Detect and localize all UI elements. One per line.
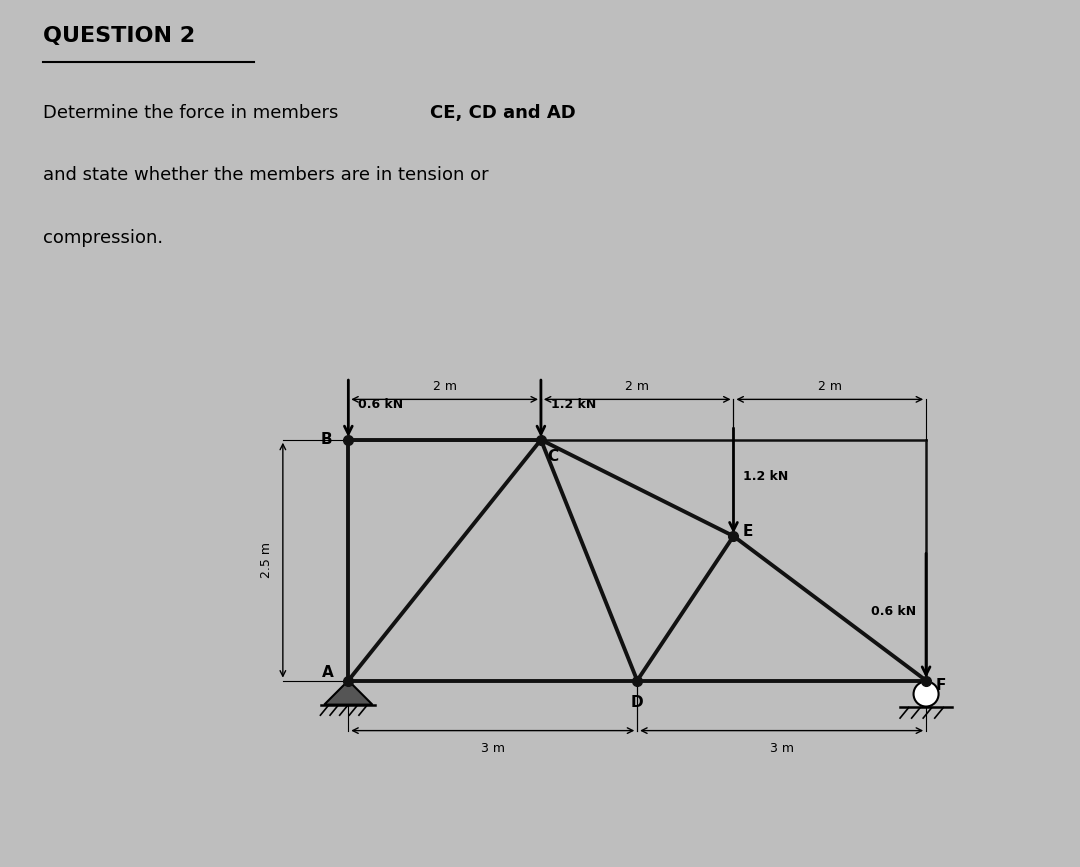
Text: 3 m: 3 m: [770, 742, 794, 755]
Text: 2 m: 2 m: [818, 380, 841, 393]
Text: 0.6 kN: 0.6 kN: [872, 605, 917, 618]
Text: 3 m: 3 m: [481, 742, 504, 755]
Text: C: C: [546, 449, 558, 464]
Text: Determine the force in members: Determine the force in members: [43, 104, 345, 122]
Text: B: B: [321, 433, 332, 447]
Text: CE, CD and AD: CE, CD and AD: [430, 104, 576, 122]
Text: and state whether the members are in tension or: and state whether the members are in ten…: [43, 166, 489, 185]
Text: D: D: [631, 695, 644, 710]
Text: 2 m: 2 m: [433, 380, 457, 393]
Text: 2.5 m: 2.5 m: [260, 542, 273, 578]
Polygon shape: [324, 681, 373, 705]
Text: 2 m: 2 m: [625, 380, 649, 393]
Text: 0.6 kN: 0.6 kN: [357, 398, 403, 411]
Text: E: E: [743, 524, 753, 538]
Text: QUESTION 2: QUESTION 2: [43, 26, 195, 46]
Text: 1.2 kN: 1.2 kN: [743, 471, 788, 484]
Text: A: A: [322, 665, 334, 681]
Text: 1.2 kN: 1.2 kN: [551, 398, 596, 411]
Text: F: F: [935, 678, 946, 693]
Text: compression.: compression.: [43, 229, 163, 247]
Circle shape: [914, 681, 939, 707]
